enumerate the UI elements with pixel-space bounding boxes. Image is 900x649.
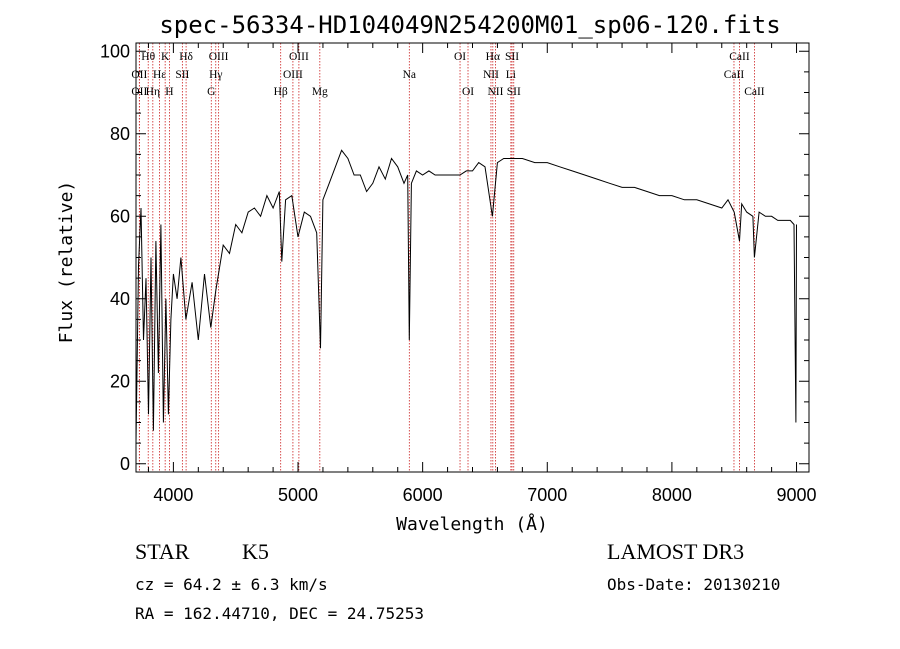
y-tick-label-5: 100 bbox=[100, 41, 130, 61]
line-label-0: Hθ bbox=[141, 51, 155, 63]
line-label-16: Na bbox=[403, 69, 416, 81]
y-tick-label-4: 80 bbox=[110, 124, 130, 144]
y-tick-label-2: 40 bbox=[110, 289, 130, 309]
line-label-15: Mg bbox=[312, 86, 328, 98]
redshift-cz: cz = 64.2 ± 6.3 km/s bbox=[135, 575, 328, 594]
line-label-24: SII bbox=[507, 86, 521, 98]
spectrum-line bbox=[135, 149, 797, 444]
line-label-7: SII bbox=[175, 69, 189, 81]
line-label-14: OIII bbox=[283, 69, 303, 81]
line-label-26: CaII bbox=[724, 69, 745, 81]
line-label-10: Hγ bbox=[209, 69, 222, 81]
line-label-3: Hε bbox=[153, 69, 166, 81]
x-tick-label-5: 9000 bbox=[777, 485, 817, 505]
line-label-17: OI bbox=[454, 51, 466, 63]
line-label-1: OII bbox=[131, 69, 147, 81]
line-label-18: OI bbox=[462, 86, 474, 98]
x-tick-label-3: 7000 bbox=[527, 485, 567, 505]
line-label-22: SII bbox=[505, 51, 519, 63]
plot-frame bbox=[135, 42, 810, 473]
line-label-9: OIII bbox=[209, 51, 229, 63]
survey-name: LAMOST DR3 bbox=[607, 539, 744, 564]
line-label-19: Hα bbox=[486, 51, 500, 63]
line-label-27: CaII bbox=[744, 86, 765, 98]
spectral-line-markers bbox=[138, 43, 755, 472]
x-tick-label-0: 4000 bbox=[153, 485, 193, 505]
line-label-12: Hβ bbox=[274, 86, 288, 98]
line-label-23: Li bbox=[506, 69, 516, 81]
line-label-11: G bbox=[207, 86, 215, 98]
line-label-21: NII bbox=[487, 86, 503, 98]
object-class: STAR bbox=[135, 539, 190, 564]
x-axis-label: Wavelength (Å) bbox=[396, 513, 548, 535]
x-tick-label-2: 6000 bbox=[403, 485, 443, 505]
x-axis-ticks: 4000 5000 6000 7000 8000 9000 bbox=[147, 43, 817, 505]
x-tick-label-4: 8000 bbox=[652, 485, 692, 505]
y-tick-label-0: 0 bbox=[120, 454, 130, 474]
y-tick-label-1: 20 bbox=[110, 371, 130, 391]
line-label-8: Hδ bbox=[179, 51, 193, 63]
ra-dec: RA = 162.44710, DEC = 24.75253 bbox=[135, 604, 424, 623]
y-axis-ticks: 0 20 40 60 80 100 bbox=[100, 41, 809, 474]
line-label-13: OIII bbox=[289, 51, 309, 63]
line-label-25: CaII bbox=[729, 51, 750, 63]
object-subclass: K5 bbox=[242, 539, 269, 564]
line-label-5: K bbox=[161, 51, 170, 63]
chart-title: spec-56334-HD104049N254200M01_sp06-120.f… bbox=[159, 11, 780, 39]
obs-date: Obs-Date: 20130210 bbox=[607, 575, 780, 594]
line-label-6: H bbox=[165, 86, 173, 98]
y-axis-label: Flux (relative) bbox=[56, 181, 77, 344]
line-label-20: NII bbox=[483, 69, 499, 81]
line-label-4: Hη bbox=[146, 86, 160, 98]
y-tick-label-3: 60 bbox=[110, 206, 130, 226]
x-tick-label-1: 5000 bbox=[278, 485, 318, 505]
